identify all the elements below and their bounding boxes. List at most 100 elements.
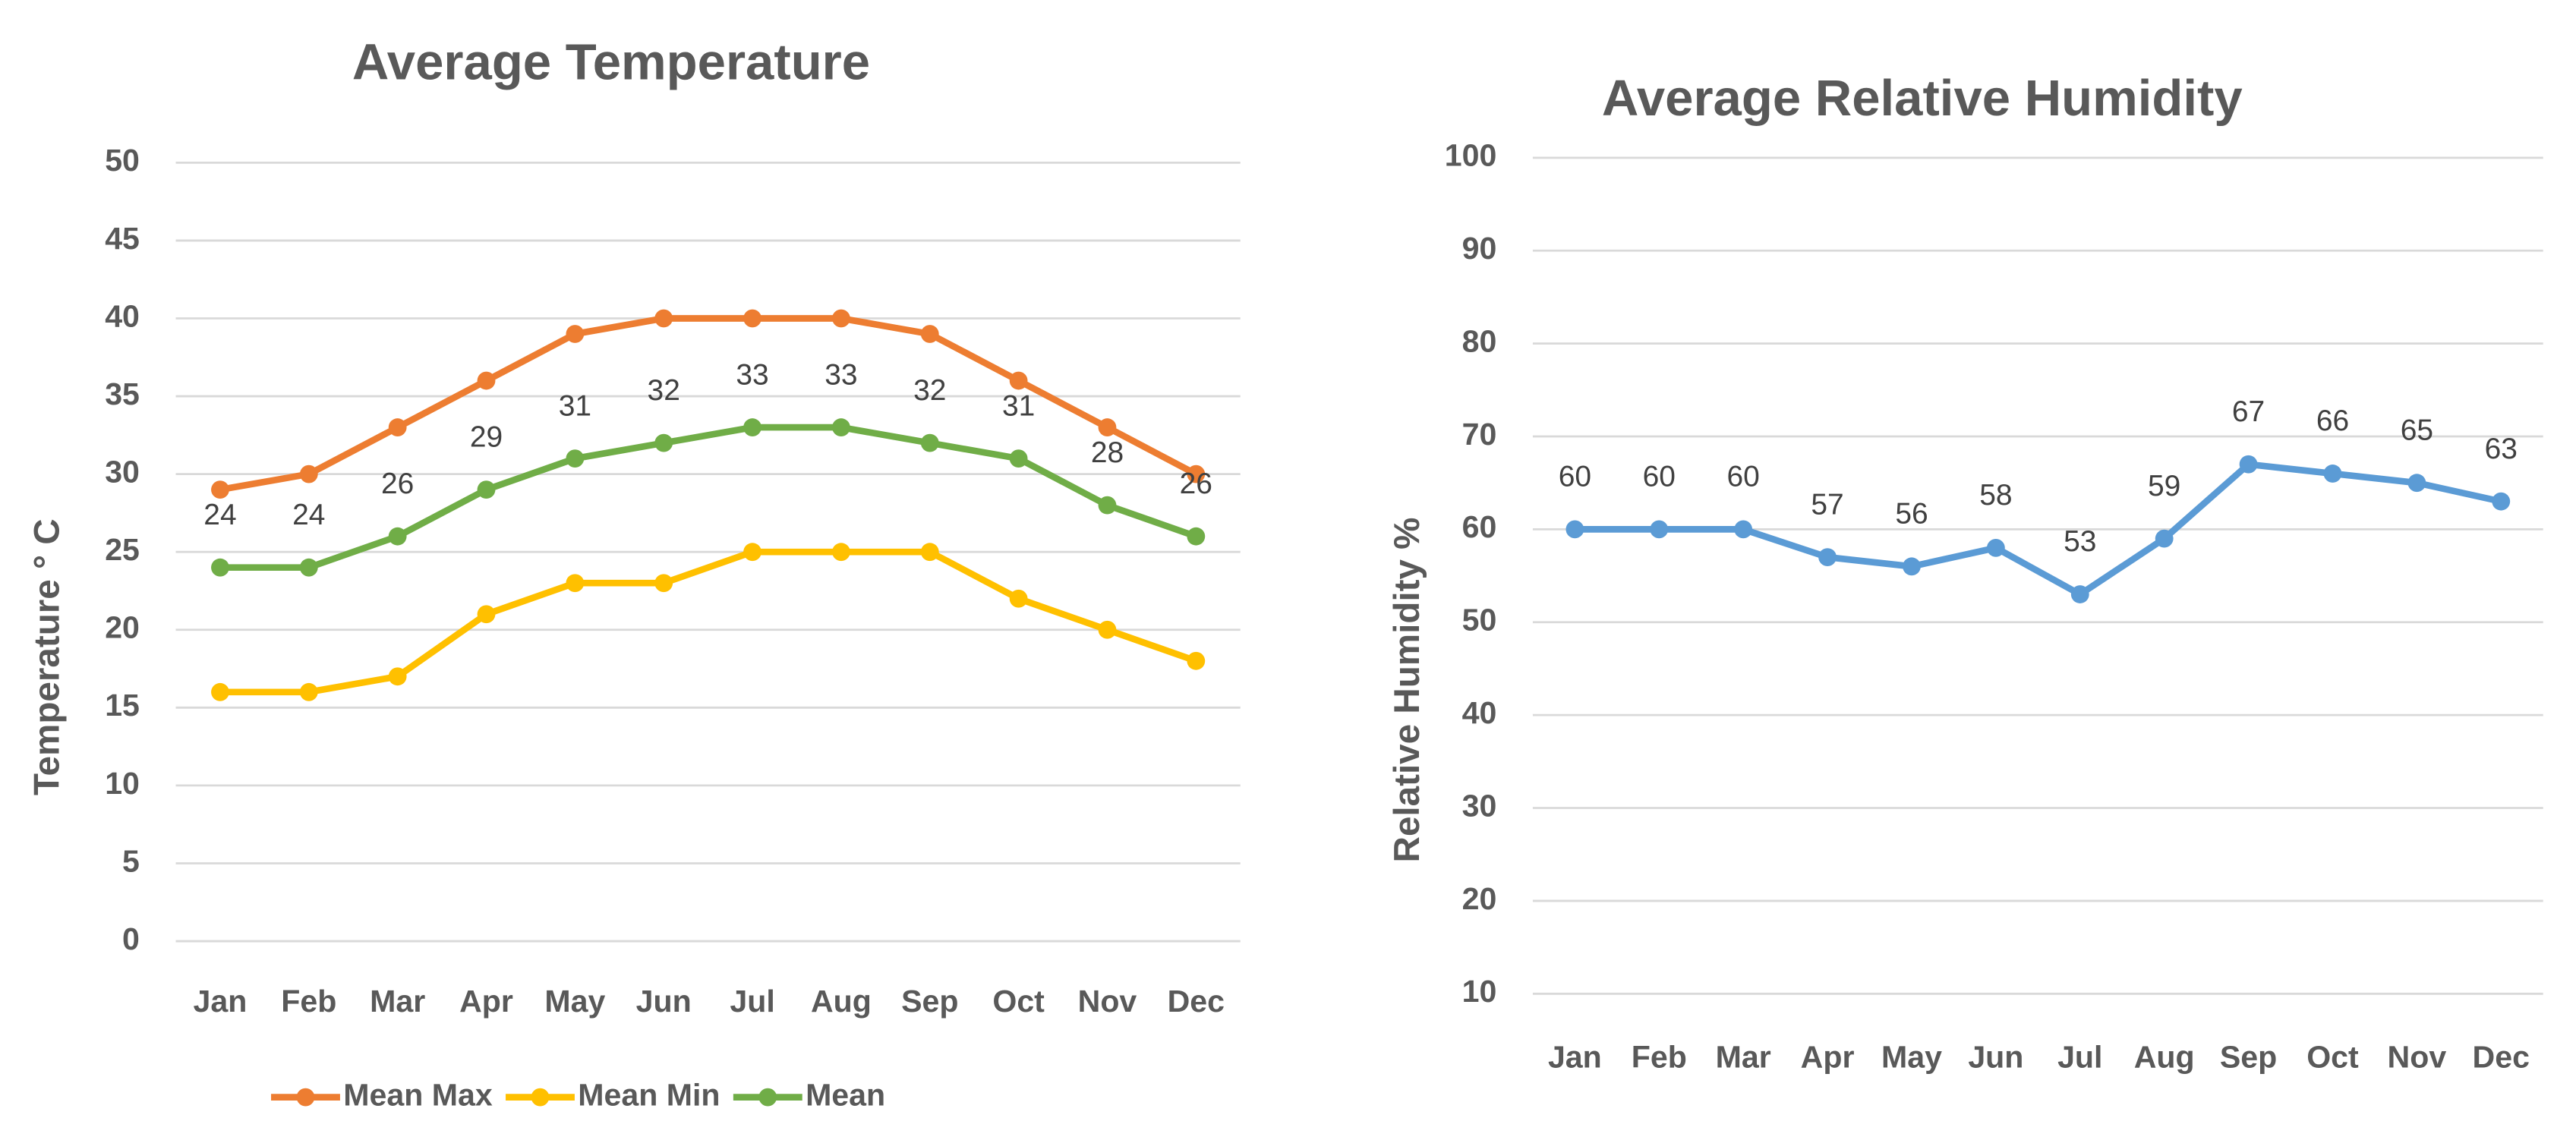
data-point: [920, 433, 939, 452]
series-line: [219, 424, 1197, 572]
data-point: [566, 325, 585, 343]
data-point: [1734, 520, 1753, 539]
data-point: [1098, 620, 1117, 639]
x-tick-label: May: [1881, 1040, 1942, 1075]
legend-label: Mean: [806, 1077, 885, 1112]
data-point: [211, 558, 229, 577]
data-point: [477, 371, 496, 390]
x-tick-label: Oct: [992, 984, 1045, 1019]
x-tick-label: Oct: [2306, 1040, 2359, 1075]
x-tick-label: Jul: [730, 984, 774, 1019]
data-point: [1565, 520, 1584, 539]
legend-marker: [531, 1088, 550, 1107]
data-label: 24: [203, 499, 236, 531]
data-label: 26: [381, 468, 414, 500]
data-label: 57: [1811, 488, 1843, 521]
y-tick-label: 100: [1445, 138, 1497, 173]
y-tick-label: 10: [105, 766, 140, 801]
series-line: [219, 548, 1197, 696]
data-label: 32: [648, 374, 680, 407]
data-label: 24: [292, 499, 325, 531]
y-tick-label: 30: [1462, 788, 1497, 823]
data-point: [1009, 589, 1028, 608]
data-label: 66: [2316, 405, 2349, 437]
data-label: 58: [1979, 479, 2012, 512]
y-tick-label: 40: [105, 298, 140, 333]
y-tick-label: 45: [105, 221, 140, 256]
data-point: [1986, 538, 2005, 557]
y-tick-label: 60: [1462, 509, 1497, 544]
data-label: 32: [913, 374, 946, 407]
data-label: 60: [1559, 461, 1591, 493]
series-line: [219, 315, 1198, 493]
data-point: [654, 433, 673, 452]
data-point: [299, 558, 318, 577]
x-tick-label: Aug: [2134, 1040, 2195, 1075]
data-point: [1818, 548, 1837, 566]
data-point: [299, 682, 318, 701]
y-tick-label: 15: [105, 688, 140, 723]
data-point: [2323, 465, 2342, 483]
x-tick-label: Jun: [1968, 1040, 2023, 1075]
y-tick-label: 50: [105, 143, 140, 178]
data-point: [2492, 492, 2511, 511]
data-point: [654, 309, 673, 328]
x-tick-label: Jan: [1548, 1040, 1602, 1075]
data-point: [1650, 520, 1669, 539]
x-tick-label: Feb: [1632, 1040, 1687, 1075]
x-tick-label: Mar: [1716, 1040, 1771, 1075]
data-point: [654, 574, 673, 593]
y-tick-label: 50: [1462, 603, 1497, 638]
x-tick-label: Sep: [901, 984, 958, 1019]
legend-label: Mean Min: [578, 1077, 720, 1112]
data-point: [2407, 474, 2426, 493]
data-point: [388, 418, 407, 436]
y-tick-label: 20: [1462, 881, 1497, 916]
x-tick-label: Jan: [194, 984, 248, 1019]
x-tick-label: Sep: [2220, 1040, 2277, 1075]
data-label: 67: [2232, 395, 2265, 428]
x-tick-label: Dec: [1168, 984, 1225, 1019]
data-point: [832, 418, 850, 436]
data-point: [566, 574, 585, 593]
data-label: 63: [2485, 433, 2518, 465]
data-label: 60: [1727, 461, 1760, 493]
x-tick-label: Nov: [1078, 984, 1137, 1019]
y-tick-label: 25: [105, 532, 140, 567]
data-point: [211, 682, 229, 701]
data-point: [832, 309, 850, 328]
data-point: [2070, 585, 2089, 603]
data-label: 26: [1180, 468, 1212, 500]
chart-title: Average Temperature: [352, 33, 870, 90]
data-label: 28: [1091, 436, 1124, 469]
legend-marker: [758, 1088, 777, 1107]
data-point: [477, 480, 496, 499]
data-point: [1187, 527, 1206, 546]
data-label: 29: [470, 420, 503, 453]
data-label: 56: [1895, 498, 1928, 531]
data-point: [211, 480, 229, 499]
data-point: [1187, 465, 1206, 483]
x-tick-label: Dec: [2473, 1040, 2530, 1075]
x-tick-label: Apr: [1801, 1040, 1855, 1075]
data-point: [743, 309, 761, 328]
legend-label: Mean Max: [343, 1077, 493, 1112]
data-label: 53: [2064, 525, 2096, 558]
data-point: [388, 667, 407, 686]
y-tick-label: 10: [1462, 974, 1497, 1009]
x-tick-label: Jun: [636, 984, 692, 1019]
y-tick-label: 40: [1462, 695, 1497, 730]
series-line: [1575, 461, 2502, 599]
data-point: [2239, 455, 2258, 474]
data-label: 31: [559, 389, 591, 422]
x-tick-label: Jul: [2057, 1040, 2102, 1075]
data-point: [832, 543, 850, 562]
y-tick-label: 90: [1462, 231, 1497, 266]
y-tick-label: 5: [122, 843, 140, 878]
y-tick-label: 35: [105, 376, 140, 411]
data-point: [920, 543, 939, 562]
legend-marker: [296, 1088, 315, 1107]
data-point: [743, 543, 761, 562]
data-label: 65: [2401, 414, 2433, 446]
